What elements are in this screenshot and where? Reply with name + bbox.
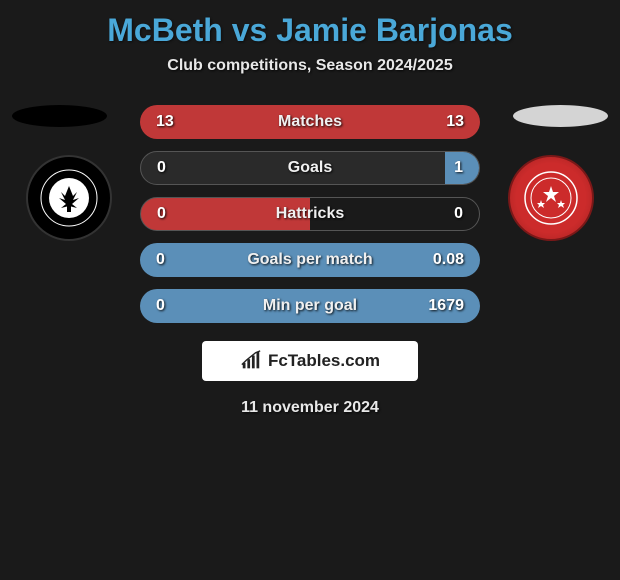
- page-title: McBeth vs Jamie Barjonas: [0, 0, 620, 49]
- stat-row-hattricks: 0 Hattricks 0: [140, 197, 480, 231]
- stat-bar: 0 Goals 1: [140, 151, 480, 185]
- hamilton-icon: [523, 170, 579, 226]
- stat-right-value: 13: [446, 113, 464, 131]
- stat-left-value: 13: [156, 113, 174, 131]
- stat-left-value: 0: [157, 205, 166, 223]
- source-logo: FcTables.com: [202, 341, 418, 381]
- stat-label: Matches: [278, 113, 342, 131]
- stat-bar: 0 Min per goal 1679: [140, 289, 480, 323]
- stat-bar: 0 Hattricks 0: [140, 197, 480, 231]
- stat-row-matches: 13 Matches 13: [140, 105, 480, 139]
- thistle-icon: [39, 168, 99, 228]
- player-left-marker: [12, 105, 107, 127]
- stat-rows-container: 13 Matches 13 0 Goals 1 0 Hattricks 0 0 …: [140, 105, 480, 323]
- stat-label: Goals per match: [247, 251, 372, 269]
- chart-icon: [240, 350, 262, 372]
- stat-right-value: 1: [454, 159, 463, 177]
- stat-right-value: 0: [454, 205, 463, 223]
- stat-left-value: 0: [156, 251, 165, 269]
- stat-bar: 13 Matches 13: [140, 105, 480, 139]
- stat-label: Min per goal: [263, 297, 357, 315]
- logo-text: FcTables.com: [268, 351, 380, 371]
- stat-right-value: 0.08: [433, 251, 464, 269]
- season-subtitle: Club competitions, Season 2024/2025: [0, 57, 620, 75]
- stat-left-value: 0: [157, 159, 166, 177]
- club-badge-left: [26, 155, 112, 241]
- stat-label: Goals: [288, 159, 332, 177]
- stat-bar: 0 Goals per match 0.08: [140, 243, 480, 277]
- comparison-area: 13 Matches 13 0 Goals 1 0 Hattricks 0 0 …: [0, 105, 620, 417]
- stat-row-mpg: 0 Min per goal 1679: [140, 289, 480, 323]
- stat-right-value: 1679: [428, 297, 464, 315]
- stat-label: Hattricks: [276, 205, 344, 223]
- club-badge-right: [508, 155, 594, 241]
- comparison-date: 11 november 2024: [0, 399, 620, 417]
- player-right-marker: [513, 105, 608, 127]
- stat-row-gpm: 0 Goals per match 0.08: [140, 243, 480, 277]
- stat-left-value: 0: [156, 297, 165, 315]
- stat-row-goals: 0 Goals 1: [140, 151, 480, 185]
